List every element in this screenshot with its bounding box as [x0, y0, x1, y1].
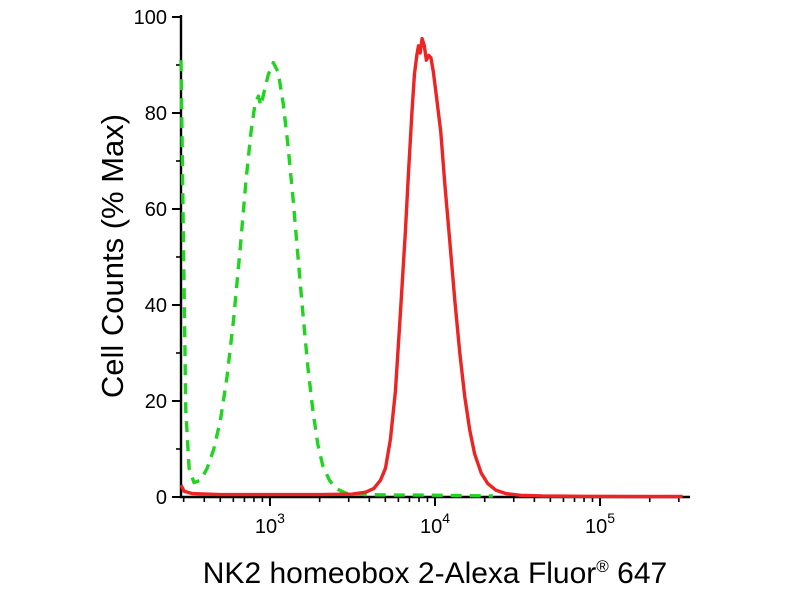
- svg-text:100: 100: [134, 7, 167, 29]
- registered-trademark-symbol: ®: [596, 557, 609, 576]
- x-axis-title-main: NK2 homeobox 2-Alexa Fluor: [202, 557, 597, 590]
- svg-text:105: 105: [585, 510, 615, 538]
- x-axis-title: NK2 homeobox 2-Alexa Fluor® 647: [120, 557, 750, 591]
- svg-text:40: 40: [145, 295, 167, 317]
- y-axis-title: Cell Counts (% Max): [95, 113, 130, 399]
- svg-text:20: 20: [145, 391, 167, 413]
- series-antibody-curve: [179, 36, 683, 499]
- svg-text:80: 80: [145, 103, 167, 125]
- x-axis-title-tail: 647: [608, 557, 668, 590]
- svg-text:104: 104: [420, 510, 450, 538]
- svg-text:103: 103: [255, 510, 285, 538]
- svg-text:60: 60: [145, 199, 167, 221]
- series-control-curve: [179, 60, 493, 498]
- svg-text:0: 0: [156, 487, 167, 509]
